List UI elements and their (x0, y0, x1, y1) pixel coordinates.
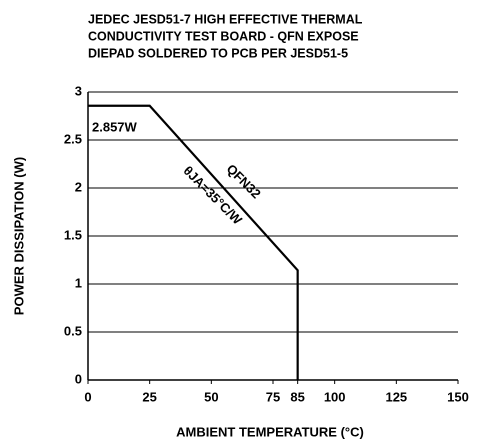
y-tick-label: 0 (75, 371, 82, 386)
x-tick-label: 100 (324, 389, 346, 404)
x-axis-label: AMBIENT TEMPERATURE (°C) (176, 424, 364, 439)
x-tick-label: 125 (385, 389, 407, 404)
chart-title: DIEPAD SOLDERED TO PCB PER JESD51-5 (88, 46, 348, 60)
chart-title: CONDUCTIVITY TEST BOARD - QFN EXPOSE (88, 29, 359, 43)
y-tick-label: 3 (75, 83, 82, 98)
y-tick-label: 1.5 (64, 227, 82, 242)
y-tick-label: 0.5 (64, 323, 82, 338)
x-tick-label: 0 (84, 389, 91, 404)
x-tick-label: 150 (447, 389, 469, 404)
y-tick-label: 2.5 (64, 131, 82, 146)
y-tick-label: 2 (75, 179, 82, 194)
annotation: 2.857W (92, 119, 138, 134)
x-tick-label: 75 (266, 389, 280, 404)
y-tick-label: 1 (75, 275, 82, 290)
y-axis-label: POWER DISSIPATION (W) (11, 157, 26, 315)
x-tick-label: 50 (204, 389, 218, 404)
x-tick-label: 85 (290, 389, 304, 404)
x-tick-label: 25 (142, 389, 156, 404)
series-line (88, 104, 299, 380)
chart-title: JEDEC JESD51-7 HIGH EFFECTIVE THERMAL (88, 12, 363, 26)
